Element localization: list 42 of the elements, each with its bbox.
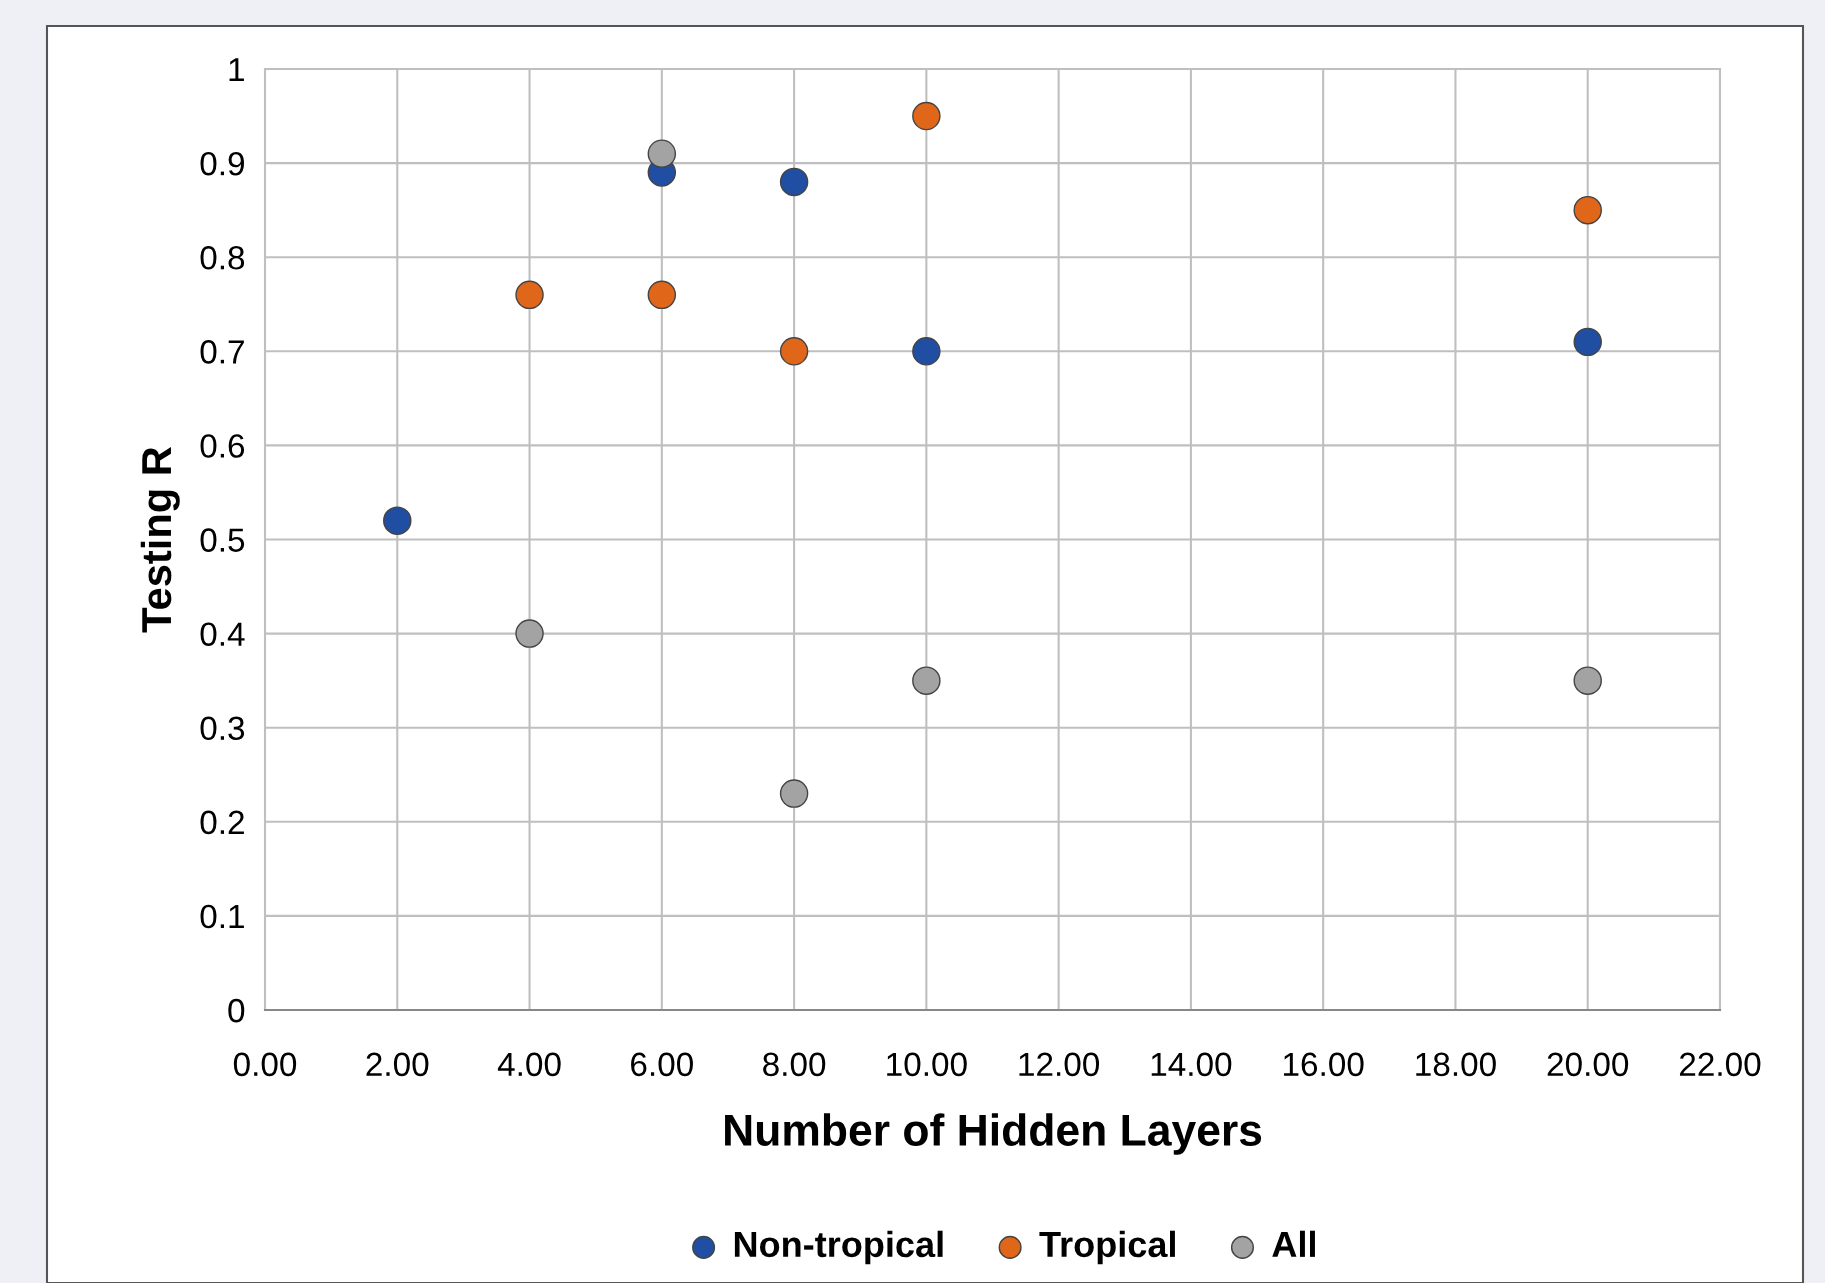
legend-label: Tropical [1039, 1230, 1175, 1265]
y-tick-label: 0.3 [200, 716, 245, 741]
point [1573, 327, 1602, 357]
point [383, 506, 412, 535]
x-tick-label: 16.00 [1284, 1052, 1364, 1077]
point [779, 167, 809, 197]
point [647, 139, 677, 168]
y-tick-label: 0.6 [200, 434, 245, 458]
y-tick-label: 0.9 [200, 151, 244, 176]
y-tick-label: 0.8 [200, 246, 245, 270]
y-axis-title: Testing R [140, 446, 180, 633]
x-tick-label: 10.00 [887, 1052, 967, 1077]
y-tick-label: 0.4 [200, 622, 245, 647]
y-tick-label: 0 [228, 998, 245, 1023]
x-tick-label: 20.00 [1547, 1052, 1629, 1077]
y-tick-label: 0.1 [200, 904, 244, 929]
x-tick-label: 12.00 [1019, 1052, 1100, 1077]
point [515, 619, 544, 648]
y-tick-label: 0.2 [200, 810, 244, 835]
x-tick-label: 6.00 [631, 1052, 693, 1077]
y-tick-label: 0.5 [200, 528, 245, 552]
y-tick-label: 1 [229, 58, 244, 82]
point [779, 337, 809, 366]
point [1573, 666, 1602, 695]
x-tick-label: 4.00 [497, 1052, 561, 1077]
point [515, 280, 544, 310]
x-axis-title: Number of Hidden Layers [725, 1113, 1262, 1155]
x-tick-label: 22.00 [1679, 1052, 1761, 1077]
point [1573, 195, 1602, 225]
y-tick-label: 0.7 [200, 340, 244, 364]
point [647, 280, 677, 310]
x-tick-label: 0.00 [233, 1052, 297, 1077]
legend-label: Non-tropical [734, 1230, 943, 1265]
point [912, 337, 941, 366]
point [912, 101, 941, 131]
legend-label: All [1272, 1230, 1315, 1257]
x-tick-label: 2.00 [366, 1052, 429, 1077]
point [912, 666, 941, 695]
x-tick-label: 18.00 [1416, 1052, 1496, 1077]
x-tick-label: 14.00 [1151, 1052, 1232, 1077]
x-tick-label: 8.00 [763, 1052, 826, 1077]
point [779, 779, 809, 808]
